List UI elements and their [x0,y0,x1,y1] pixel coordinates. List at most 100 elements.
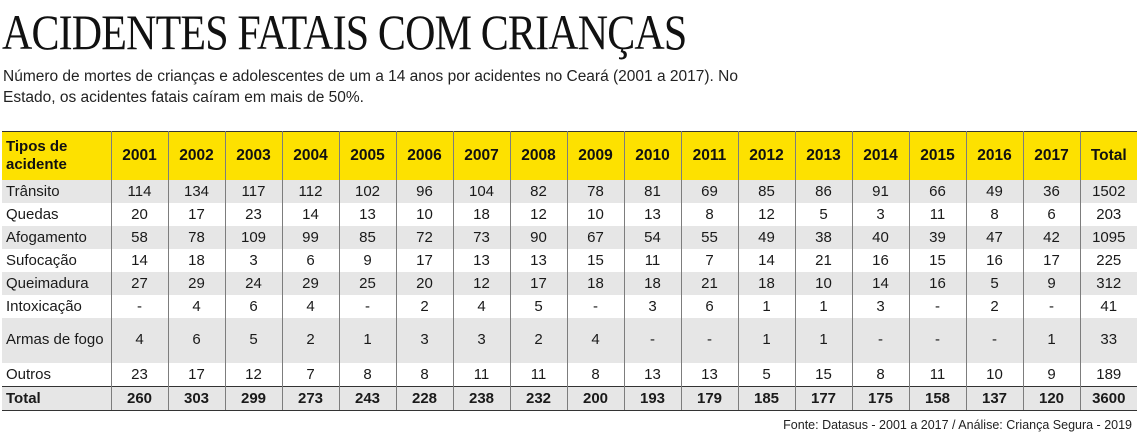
column-header: Total [1080,131,1137,180]
table-cell: 7 [282,362,340,386]
table-cell: 3 [852,202,910,226]
table-cell: 66 [909,179,967,203]
table-cell: 8 [852,362,910,386]
table-cell: - [909,317,967,363]
table-cell: 49 [966,179,1024,203]
table-cell: 11 [510,362,568,386]
table-cell: - [1023,294,1081,318]
table-row: Armas de fogo 4 6 5 2 1 3 3 2 4- -1 1- - -1 33 [2,317,1137,363]
table-cell: 15 [567,248,625,272]
table-cell: 86 [795,179,853,203]
column-header: 2009 [567,131,625,180]
table-cell: 11 [624,248,682,272]
column-header: 2001 [111,131,169,180]
table-cell: 243 [339,385,397,411]
table-cell: 38 [795,225,853,249]
table-cell: 8 [339,362,397,386]
table-cell: - [681,317,739,363]
table-cell: 158 [909,385,967,411]
row-label: Total [2,385,112,411]
table-cell: 4 [282,294,340,318]
table-row: Intoxicação -4 6 4-2 4 5-3 6 1 1 3-2-41 [2,294,1137,318]
table-cell: 16 [852,248,910,272]
table-cell: 177 [795,385,853,411]
table-cell: 137 [966,385,1024,411]
table-cell: 17 [1023,248,1081,272]
table-cell: 72 [396,225,454,249]
table-cell: 2 [510,317,568,363]
table-cell: 200 [567,385,625,411]
row-label: Outros [2,362,112,386]
table-cell: 185 [738,385,796,411]
table-cell: - [339,294,397,318]
row-label: Intoxicação [2,294,112,318]
table-cell: 8 [681,202,739,226]
table-cell: 13 [681,362,739,386]
table-cell: 8 [966,202,1024,226]
column-header: 2017 [1023,131,1081,180]
table-cell: 179 [681,385,739,411]
table-cell: 10 [966,362,1024,386]
table-cell: 17 [510,271,568,295]
table-cell: 39 [909,225,967,249]
table-cell: 117 [225,179,283,203]
table-cell: 15 [795,362,853,386]
table-cell: 18 [168,248,226,272]
column-header: 2010 [624,131,682,180]
table-header-row: Tipos de acidente 2001 2002 2003 2004 2005 200… [2,131,1137,180]
table-cell: 260 [111,385,169,411]
table-cell: 1095 [1092,228,1126,246]
table-cell: 112 [282,179,340,203]
row-label: Quedas [2,202,112,226]
table-cell: 273 [282,385,340,411]
table-cell: 134 [168,179,226,203]
table-cell: 20 [111,202,169,226]
table-cell: 1 [795,317,853,363]
table-cell: 312 [1096,274,1122,292]
table-cell: 13 [510,248,568,272]
table-cell: 175 [852,385,910,411]
table-cell: 4 [567,317,625,363]
table-cell: 33 [1100,331,1118,348]
column-header: 2015 [909,131,967,180]
accidents-table: Tipos de acidente 2001 2002 2003 2004 2005 200… [2,131,1137,411]
source-note: Fonte: Datasus - 2001 a 2017 / Análise: … [783,418,1132,432]
table-cell: 10 [396,202,454,226]
table-cell: 1 [738,317,796,363]
table-cell: 10 [567,202,625,226]
table-cell: 11 [909,202,967,226]
table-cell: 18 [453,202,511,226]
column-header: 2004 [282,131,340,180]
table-cell: 2 [966,294,1024,318]
table-cell: 36 [1023,179,1081,203]
table-cell: 14 [111,248,169,272]
table-cell: 85 [738,179,796,203]
table-cell: 20 [396,271,454,295]
table-cell: 5 [738,362,796,386]
table-cell: 85 [339,225,397,249]
table-cell: 99 [282,225,340,249]
table-cell: 9 [1023,362,1081,386]
table-cell: 203 [1096,205,1122,223]
table-cell: - [966,317,1024,363]
table-cell: 24 [225,271,283,295]
table-cell: 109 [225,225,283,249]
table-cell: 120 [1023,385,1081,411]
table-cell: 5 [225,317,283,363]
table-cell: 225 [1096,251,1122,269]
table-cell: - [624,317,682,363]
table-cell: 13 [624,202,682,226]
table-cell: 90 [510,225,568,249]
table-cell: 13 [339,202,397,226]
table-cell: 17 [396,248,454,272]
table-cell: 189 [1096,365,1122,383]
table-cell: 49 [738,225,796,249]
table-cell: 193 [624,385,682,411]
table-cell: 3 [225,248,283,272]
table-cell: 12 [738,202,796,226]
table-cell: 91 [852,179,910,203]
table-cell: 4 [111,317,169,363]
table-cell: 104 [453,179,511,203]
column-header: 2016 [966,131,1024,180]
column-header: 2008 [510,131,568,180]
